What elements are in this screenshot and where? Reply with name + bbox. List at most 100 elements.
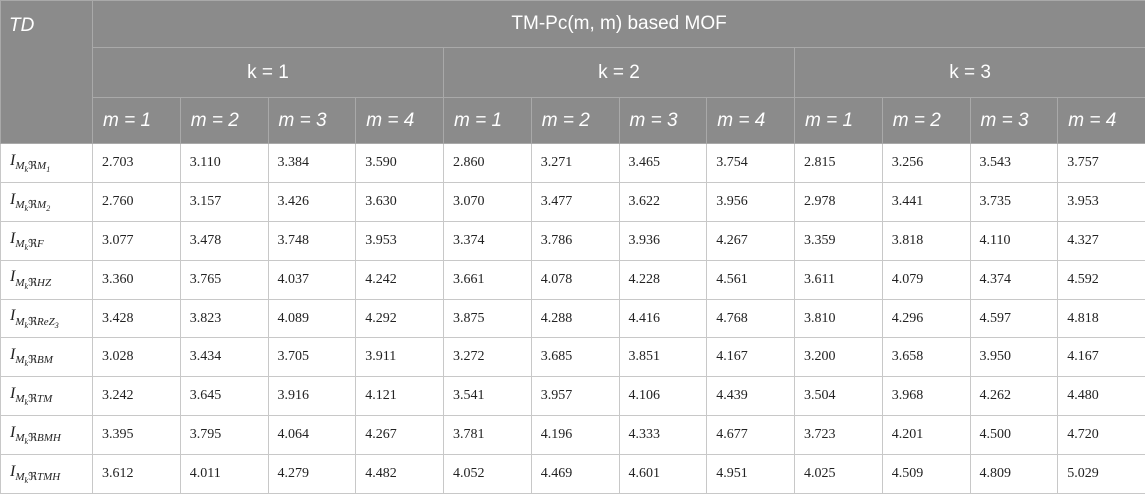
label-arg: TM <box>37 393 52 405</box>
value-cell: 4.279 <box>268 455 356 494</box>
label-index: M <box>15 277 24 289</box>
value-cell: 3.953 <box>356 221 444 260</box>
label-arg: M <box>37 160 46 172</box>
label-operator: ℜ <box>28 238 37 250</box>
sub-header: m = 2 <box>882 98 970 144</box>
label-subscript: MkℜHZ <box>15 277 51 289</box>
label-subscript: MkℜTM <box>15 393 52 405</box>
label-arg-sub: 3 <box>55 321 59 330</box>
value-cell: 2.815 <box>795 144 883 183</box>
label-subscript: MkℜBMH <box>15 432 61 444</box>
label-index: M <box>15 238 24 250</box>
label-operator: ℜ <box>28 199 37 211</box>
value-cell: 4.677 <box>707 416 795 455</box>
value-cell: 4.167 <box>707 338 795 377</box>
value-cell: 4.052 <box>444 455 532 494</box>
value-cell: 3.875 <box>444 299 532 338</box>
value-cell: 3.478 <box>180 221 268 260</box>
value-cell: 4.768 <box>707 299 795 338</box>
label-arg-sub-text: 3 <box>55 321 59 330</box>
value-cell: 3.395 <box>93 416 181 455</box>
value-cell: 3.200 <box>795 338 883 377</box>
value-cell: 3.077 <box>93 221 181 260</box>
value-cell: 3.823 <box>180 299 268 338</box>
value-cell: 4.480 <box>1058 377 1145 416</box>
label-arg-sub-text: 1 <box>46 165 50 174</box>
value-cell: 3.851 <box>619 338 707 377</box>
value-cell: 4.288 <box>531 299 619 338</box>
value-cell: 3.465 <box>619 144 707 183</box>
value-cell: 4.809 <box>970 455 1058 494</box>
value-cell: 3.757 <box>1058 144 1145 183</box>
label-subscript: MkℜTMH <box>15 471 60 483</box>
value-cell: 4.720 <box>1058 416 1145 455</box>
value-cell: 3.735 <box>970 182 1058 221</box>
value-cell: 4.439 <box>707 377 795 416</box>
value-cell: 3.028 <box>93 338 181 377</box>
value-cell: 3.428 <box>93 299 181 338</box>
value-cell: 3.957 <box>531 377 619 416</box>
label-index: M <box>15 354 24 366</box>
value-cell: 3.765 <box>180 260 268 299</box>
sub-header: m = 3 <box>268 98 356 144</box>
value-cell: 3.590 <box>356 144 444 183</box>
label-operator: ℜ <box>28 432 37 444</box>
group-header: k = 3 <box>795 48 1145 98</box>
value-cell: 4.011 <box>180 455 268 494</box>
value-cell: 3.936 <box>619 221 707 260</box>
value-cell: 3.426 <box>268 182 356 221</box>
value-cell: 3.541 <box>444 377 532 416</box>
value-cell: 4.025 <box>795 455 883 494</box>
row-label: IMkℜM2 <box>1 182 93 221</box>
value-cell: 3.070 <box>444 182 532 221</box>
row-label: IMkℜTMH <box>1 455 93 494</box>
value-cell: 2.978 <box>795 182 883 221</box>
value-cell: 4.267 <box>356 416 444 455</box>
value-cell: 4.262 <box>970 377 1058 416</box>
value-cell: 3.723 <box>795 416 883 455</box>
value-cell: 3.968 <box>882 377 970 416</box>
value-cell: 3.658 <box>882 338 970 377</box>
value-cell: 3.661 <box>444 260 532 299</box>
value-cell: 3.504 <box>795 377 883 416</box>
value-cell: 4.078 <box>531 260 619 299</box>
value-cell: 4.597 <box>970 299 1058 338</box>
value-cell: 2.760 <box>93 182 181 221</box>
row-label: IMkℜBMH <box>1 416 93 455</box>
value-cell: 4.037 <box>268 260 356 299</box>
value-cell: 3.810 <box>795 299 883 338</box>
value-cell: 3.781 <box>444 416 532 455</box>
row-label: IMkℜM1 <box>1 144 93 183</box>
value-cell: 4.592 <box>1058 260 1145 299</box>
label-arg: F <box>37 238 44 250</box>
value-cell: 4.296 <box>882 299 970 338</box>
label-arg-sub: 2 <box>46 204 50 213</box>
value-cell: 4.201 <box>882 416 970 455</box>
sub-header: m = 1 <box>795 98 883 144</box>
value-cell: 4.079 <box>882 260 970 299</box>
value-cell: 4.292 <box>356 299 444 338</box>
value-cell: 3.157 <box>180 182 268 221</box>
value-cell: 3.374 <box>444 221 532 260</box>
label-operator: ℜ <box>28 316 37 328</box>
sub-header: m = 4 <box>356 98 444 144</box>
value-cell: 3.477 <box>531 182 619 221</box>
value-cell: 4.482 <box>356 455 444 494</box>
label-arg: TMH <box>37 471 60 483</box>
value-cell: 4.121 <box>356 377 444 416</box>
row-label: IMkℜTM <box>1 377 93 416</box>
row-label: IMkℜBM <box>1 338 93 377</box>
value-cell: 4.064 <box>268 416 356 455</box>
row-label: IMkℜF <box>1 221 93 260</box>
label-subscript: MkℜBM <box>15 354 53 366</box>
value-cell: 4.500 <box>970 416 1058 455</box>
